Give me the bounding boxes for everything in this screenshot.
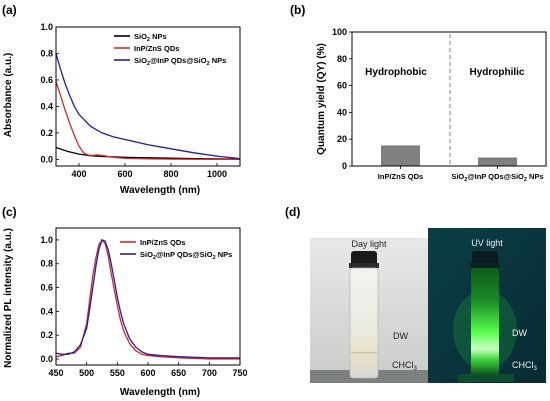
panel-b-ytick-label-5: 100 [332, 27, 347, 37]
day-light-caption-strip [310, 228, 428, 238]
uv-layer-label-chcl3-base: CHCl [512, 360, 534, 370]
panel-a-xtick-label-3: 1000 [207, 169, 227, 179]
panel-c-legend-label-0: InP/ZnS QDs [140, 238, 185, 247]
panel-b-category-label-0: InP/ZnS QDs [378, 172, 423, 181]
panel-b-bar-0 [381, 145, 420, 167]
panel-c-ytick-label-4: 0.8 [40, 259, 53, 269]
panel-d-label: (d) [285, 205, 300, 219]
panel-b-ticks: InP/ZnS QDs SiO2@InP QDs@SiO2 NPs 0 20 40 60 8… [332, 27, 544, 183]
panel-a-xtick-label-0: 400 [71, 169, 86, 179]
day-vial-cap [351, 251, 377, 265]
panel-a-ylabel: Absorbance (a.u.) [3, 53, 14, 137]
day-vial-cap-rim [349, 263, 379, 268]
panel-c-xtick-label-0: 450 [48, 368, 63, 378]
day-layer-label-dw: DW [393, 331, 408, 341]
uv-layer-label-dw: DW [512, 328, 527, 338]
uv-vial-cap-rim [470, 263, 500, 268]
panel-b-ytick-label-2: 40 [337, 107, 347, 117]
panel-a-axes [55, 26, 241, 167]
uv-layer-label-chcl3-subscript: 3 [534, 366, 538, 372]
panel-a-frame [55, 26, 241, 167]
panel-c-axes [55, 227, 241, 366]
panel-c-xtick-label-6: 750 [232, 368, 247, 378]
panel-b-ytick-label-1: 20 [337, 134, 347, 144]
panel-a-ytick-label-2: 0.4 [40, 101, 53, 111]
panel-c: (c) 450 500 550 600 650 700 750 0.0 0.2 0.4 0.6 0.8… [2, 205, 248, 398]
panel-c-ticks: 450 500 550 600 650 700 750 0.0 0.2 0.4 0.6 0.8 1.0 [40, 235, 247, 378]
panel-b: (b) InP/ZnS QDs SiO2@InP QDs@SiO2 NPs 0 20 4… [290, 3, 547, 183]
panel-b-bars [381, 145, 517, 167]
panel-b-bar-1 [478, 157, 517, 167]
panel-c-xtick-label-3: 600 [140, 368, 155, 378]
panel-b-ytick-label-4: 80 [337, 54, 347, 64]
panel-c-ytick-label-1: 0.2 [40, 330, 53, 340]
panel-a: (a) 400 600 800 1000 0.0 0.2 0.4 0.6 0.8 1.0 SiO2… [2, 3, 241, 196]
panel-a-legend-label-1: InP/ZnS QDs [134, 44, 179, 53]
uv-layer-label-chcl3: CHCl3 [512, 360, 538, 372]
panel-c-xtick-label-1: 500 [79, 368, 94, 378]
panel-d-photo: (d) Day light DW CHCl3 UV light DW CHCl3 [285, 205, 546, 383]
panel-a-ytick-label-4: 0.8 [40, 48, 53, 58]
panel-a-xtick-label-1: 600 [117, 169, 132, 179]
day-vial-interface [351, 352, 377, 354]
panel-b-category-label-1: SiO2@InP QDs@SiO2 NPs [451, 172, 543, 183]
uv-vial [471, 268, 499, 376]
panel-a-series-line-1 [55, 81, 240, 161]
day-layer-label-chcl3: CHCl3 [392, 360, 418, 372]
panel-c-frame [55, 227, 241, 366]
panel-c-xtick-label-4: 650 [171, 368, 186, 378]
panel-c-ytick-label-0: 0.0 [40, 354, 53, 364]
panel-c-xlabel: Wavelength (nm) [120, 387, 200, 398]
panel-b-label: (b) [290, 3, 305, 17]
day-layer-label-chcl3-base: CHCl [392, 360, 414, 370]
panel-b-ytick-label-3: 60 [337, 81, 347, 91]
uv-light-caption: UV light [471, 238, 503, 248]
panel-b-ylabel: Quantum yield (QY) (%) [316, 43, 327, 155]
panel-b-frame [351, 31, 547, 167]
panel-a-ticks: 400 600 800 1000 0.0 0.2 0.4 0.6 0.8 1.0 [40, 22, 227, 179]
panel-a-ytick-label-3: 0.6 [40, 75, 53, 85]
panel-c-xtick-label-5: 700 [202, 368, 217, 378]
panel-a-series-line-2 [55, 53, 241, 160]
panel-a-legend-label-2: SiO2@InP QDs@SiO2 NPs [134, 56, 226, 67]
panel-a-ytick-label-5: 1.0 [40, 22, 53, 32]
panel-c-legend: InP/ZnS QDs SiO2@InP QDs@SiO2 NPs [120, 238, 232, 261]
day-light-caption: Day light [351, 239, 387, 249]
panel-c-xtick-label-2: 550 [110, 368, 125, 378]
panel-c-ytick-label-5: 1.0 [40, 235, 53, 245]
uv-vial-cap [472, 251, 498, 265]
panel-c-ylabel: Normalized PL intensity (a.u.) [3, 228, 14, 368]
panel-c-series [55, 238, 240, 360]
panel-a-xlabel: Wavelength (nm) [120, 185, 200, 196]
panel-a-series [55, 53, 241, 161]
panel-a-ytick-label-0: 0.0 [40, 154, 53, 164]
panel-a-ytick-label-1: 0.2 [40, 128, 53, 138]
panel-b-annotation-hydrophilic: Hydrophilic [469, 67, 524, 78]
panel-b-axes [351, 31, 547, 167]
day-vial [349, 267, 379, 379]
panel-c-series-line-1 [55, 239, 240, 359]
panel-a-legend-label-0: SiO2 NPs [134, 32, 167, 43]
day-layer-label-chcl3-subscript: 3 [414, 366, 418, 372]
panel-a-xtick-label-2: 800 [163, 169, 178, 179]
panel-c-label: (c) [2, 205, 17, 219]
panel-c-legend-label-1: SiO2@InP QDs@SiO2 NPs [140, 250, 232, 261]
panel-c-ytick-label-3: 0.6 [40, 283, 53, 293]
panel-b-ytick-label-0: 0 [342, 161, 347, 171]
uv-reflection [458, 374, 514, 382]
panel-b-annotation-hydrophobic: Hydrophobic [365, 67, 427, 78]
panel-a-label: (a) [2, 3, 17, 17]
panel-c-ytick-label-2: 0.4 [40, 306, 53, 316]
